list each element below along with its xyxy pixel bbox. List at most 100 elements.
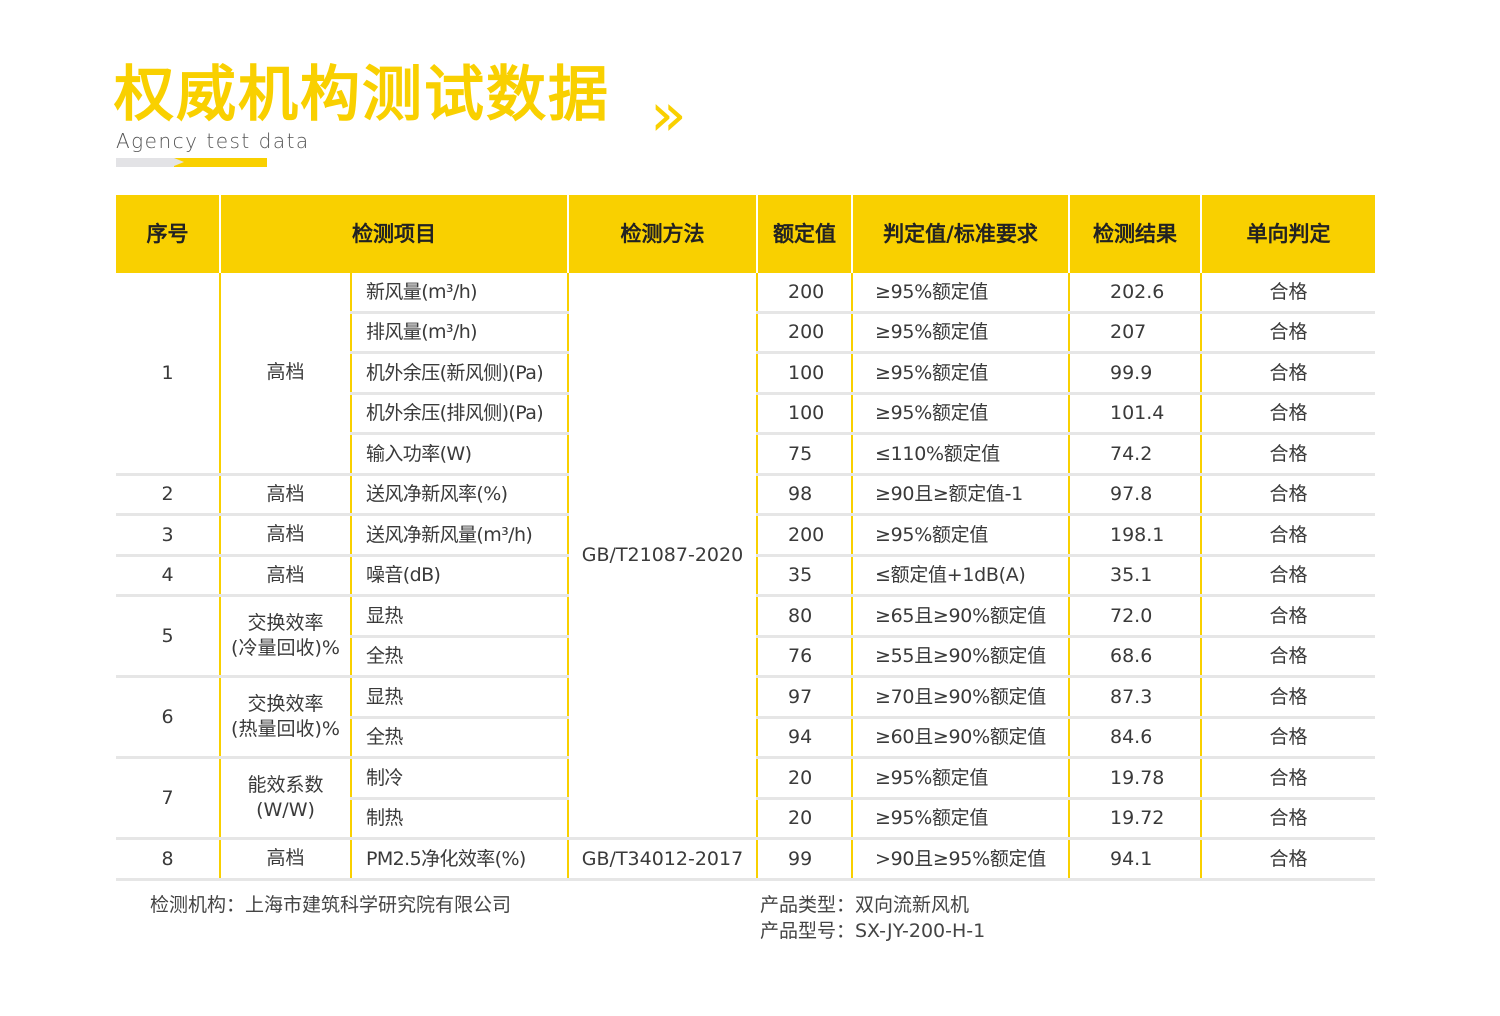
rated-value: 97 xyxy=(756,676,852,719)
row-category: 交换效率 (冷量回收)% xyxy=(219,595,351,678)
test-result: 97.8 xyxy=(1068,474,1201,516)
page-title: 权威机构测试数据 xyxy=(114,60,610,130)
row-number: 8 xyxy=(116,838,220,881)
test-item: PM2.5净化效率(%) xyxy=(350,838,568,881)
header-verdict: 单向判定 xyxy=(1200,195,1375,273)
testing-agency: 检测机构：上海市建筑科学研究院有限公司 xyxy=(150,894,512,916)
table-row: 排风量(m³/h) 200 ≥95%额定值 207 合格 xyxy=(116,312,1375,354)
row-number: 1 xyxy=(116,273,220,476)
requirement: ≥90且≥额定值-1 xyxy=(851,474,1069,516)
test-method: GB/T34012-2017 xyxy=(567,838,757,881)
rated-value: 35 xyxy=(756,555,852,597)
rated-value: 98 xyxy=(756,474,852,516)
test-result: 84.6 xyxy=(1068,717,1201,759)
verdict: 合格 xyxy=(1200,433,1375,476)
rated-value: 75 xyxy=(756,433,852,476)
row-number: 7 xyxy=(116,757,220,840)
test-item: 输入功率(W) xyxy=(350,433,568,476)
test-result: 87.3 xyxy=(1068,676,1201,719)
table-row: 4 高档 噪音(dB) 35 ≤额定值+1dB(A) 35.1 合格 xyxy=(116,555,1375,597)
rated-value: 200 xyxy=(756,273,852,314)
category-line: 交换效率 xyxy=(247,612,324,634)
row-category: 高档 xyxy=(219,555,351,597)
test-result: 19.78 xyxy=(1068,757,1201,800)
header-method: 检测方法 xyxy=(567,195,757,273)
verdict: 合格 xyxy=(1200,273,1375,314)
verdict: 合格 xyxy=(1200,312,1375,354)
requirement: ≥95%额定值 xyxy=(851,798,1069,840)
table-row: 输入功率(W) 75 ≤110%额定值 74.2 合格 xyxy=(116,433,1375,476)
requirement: ≥95%额定值 xyxy=(851,352,1069,395)
verdict: 合格 xyxy=(1200,555,1375,597)
rated-value: 20 xyxy=(756,798,852,840)
rated-value: 200 xyxy=(756,514,852,557)
verdict: 合格 xyxy=(1200,514,1375,557)
verdict: 合格 xyxy=(1200,757,1375,800)
verdict: 合格 xyxy=(1200,838,1375,881)
table-row: 制热 20 ≥95%额定值 19.72 合格 xyxy=(116,798,1375,840)
category-line: (热量回收)% xyxy=(231,718,340,740)
test-item: 显热 xyxy=(350,595,568,638)
table-row: 2 高档 送风净新风率(%) 98 ≥90且≥额定值-1 97.8 合格 xyxy=(116,474,1375,516)
rated-value: 80 xyxy=(756,595,852,638)
requirement: ≥95%额定值 xyxy=(851,393,1069,435)
requirement: ≥95%额定值 xyxy=(851,312,1069,354)
table-row: 机外余压(新风侧)(Pa) 100 ≥95%额定值 99.9 合格 xyxy=(116,352,1375,395)
product-type: 产品类型：双向流新风机 xyxy=(760,894,970,916)
test-method: GB/T21087-2020 xyxy=(567,273,757,840)
header-requirement: 判定值/标准要求 xyxy=(851,195,1069,273)
verdict: 合格 xyxy=(1200,636,1375,678)
table-row: 全热 94 ≥60且≥90%额定值 84.6 合格 xyxy=(116,717,1375,759)
test-item: 全热 xyxy=(350,636,568,678)
header-item: 检测项目 xyxy=(219,195,568,273)
test-result: 207 xyxy=(1068,312,1201,354)
rated-value: 100 xyxy=(756,352,852,395)
requirement: ≥70且≥90%额定值 xyxy=(851,676,1069,719)
category-line: 高档 xyxy=(266,482,305,505)
requirement: >90且≥95%额定值 xyxy=(851,838,1069,881)
requirement: ≤额定值+1dB(A) xyxy=(851,555,1069,597)
test-result: 101.4 xyxy=(1068,393,1201,435)
test-item: 制热 xyxy=(350,798,568,840)
row-category: 高档 xyxy=(219,514,351,557)
test-data-table: 序号 检测项目 检测方法 额定值 判定值/标准要求 检测结果 单向判定 1 高档 新… xyxy=(116,195,1375,881)
verdict: 合格 xyxy=(1200,676,1375,719)
test-result: 68.6 xyxy=(1068,636,1201,678)
test-item: 排风量(m³/h) xyxy=(350,312,568,354)
test-result: 35.1 xyxy=(1068,555,1201,597)
requirement: ≥65且≥90%额定值 xyxy=(851,595,1069,638)
requirement: ≥95%额定值 xyxy=(851,757,1069,800)
requirement: ≥95%额定值 xyxy=(851,514,1069,557)
row-category: 高档 xyxy=(219,474,351,516)
category-line: 交换效率 xyxy=(247,693,324,715)
rated-value: 76 xyxy=(756,636,852,678)
row-number: 5 xyxy=(116,595,220,678)
requirement: ≤110%额定值 xyxy=(851,433,1069,476)
test-result: 74.2 xyxy=(1068,433,1201,476)
verdict: 合格 xyxy=(1200,352,1375,395)
rated-value: 100 xyxy=(756,393,852,435)
table-row: 机外余压(排风侧)(Pa) 100 ≥95%额定值 101.4 合格 xyxy=(116,393,1375,435)
requirement: ≥60且≥90%额定值 xyxy=(851,717,1069,759)
requirement: ≥55且≥90%额定值 xyxy=(851,636,1069,678)
test-item: 新风量(m³/h) xyxy=(350,273,568,314)
test-result: 99.9 xyxy=(1068,352,1201,395)
page-subtitle: Agency test data xyxy=(116,129,310,153)
row-number: 3 xyxy=(116,514,220,557)
rated-value: 200 xyxy=(756,312,852,354)
decorative-bar-gray xyxy=(116,158,174,167)
header-rated: 额定值 xyxy=(756,195,852,273)
test-item: 机外余压(排风侧)(Pa) xyxy=(350,393,568,435)
table-row: 3 高档 送风净新风量(m³/h) 200 ≥95%额定值 198.1 合格 xyxy=(116,514,1375,557)
verdict: 合格 xyxy=(1200,798,1375,840)
double-chevron-icon: » xyxy=(650,80,687,150)
category-line: (W/W) xyxy=(256,799,315,821)
test-result: 198.1 xyxy=(1068,514,1201,557)
rated-value: 99 xyxy=(756,838,852,881)
decorative-bar-yellow xyxy=(174,158,267,167)
rated-value: 20 xyxy=(756,757,852,800)
row-category: 交换效率 (热量回收)% xyxy=(219,676,351,759)
verdict: 合格 xyxy=(1200,474,1375,516)
verdict: 合格 xyxy=(1200,595,1375,638)
test-item: 制冷 xyxy=(350,757,568,800)
